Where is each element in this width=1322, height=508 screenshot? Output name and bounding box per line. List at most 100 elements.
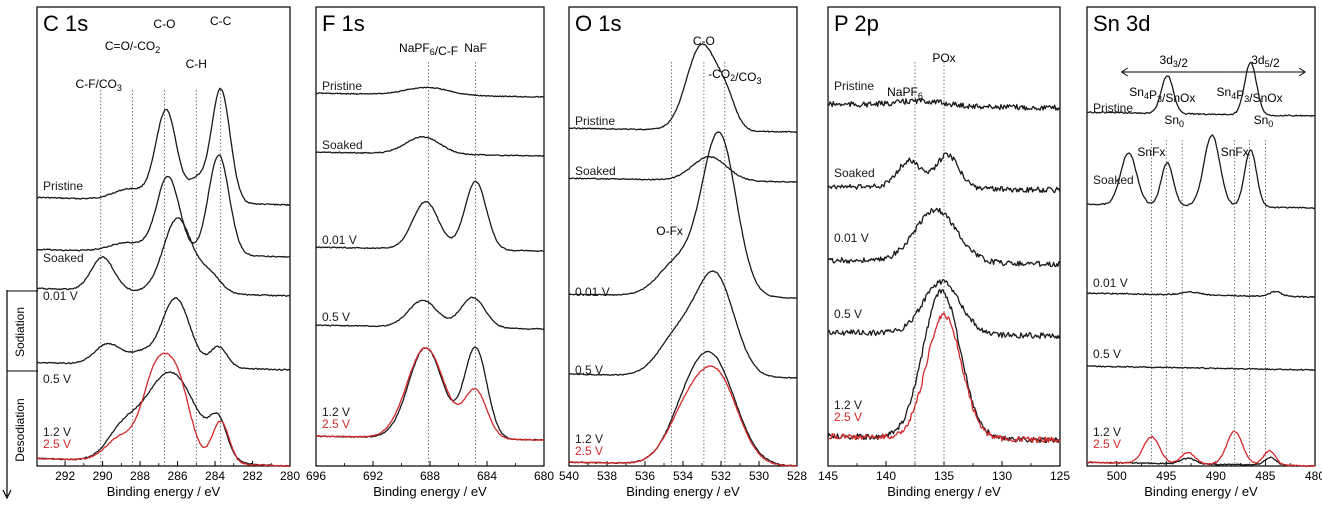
x-tick-label: 500 [1107, 469, 1127, 483]
peak-label: C-H [186, 57, 207, 71]
x-axis-label: Binding energy / eV [107, 484, 221, 499]
spectrum-line-0.5-v [827, 278, 1061, 340]
spectrum-line-1.2-v [315, 346, 544, 441]
spin-orbit-label: 3d3/2 [1160, 53, 1189, 70]
peak-label: NaF [464, 41, 487, 55]
series-label: 1.2 V [43, 425, 71, 439]
sodiation-label: Sodiation [13, 307, 27, 357]
x-tick-label: 284 [205, 469, 225, 483]
series-label: Soaked [1093, 173, 1134, 187]
x-tick-label: 532 [711, 469, 731, 483]
series-label: 2.5 V [1093, 437, 1121, 451]
peak-label: C-C [210, 14, 232, 28]
series-label: 2.5 V [43, 437, 71, 451]
x-tick-label: 490 [1206, 469, 1226, 483]
spectrum-line-0.5-v [568, 270, 798, 379]
spectrum-line-soaked [315, 135, 545, 157]
series-label: Pristine [1093, 101, 1133, 115]
x-tick-label: 684 [477, 469, 497, 483]
peak-label: O-Fx [656, 224, 683, 238]
series-label: Soaked [322, 138, 363, 152]
spectrum-line-soaked [569, 155, 798, 183]
x-tick-label: 692 [363, 469, 383, 483]
x-axis-label: Binding energy / eV [626, 484, 740, 499]
series-label: 0.5 V [1093, 347, 1121, 361]
series-label: 1.2 V [575, 432, 603, 446]
spectrum-line-2.5-v [36, 352, 291, 468]
panel-sn-3d: Sn 3d 500 495 490 485 480 Binding energy / eV S… [1086, 6, 1322, 499]
xps-panels: C 1s 292 290 288 286 284 282 280 Binding energy … [36, 6, 1322, 499]
x-tick-label: 135 [934, 469, 954, 483]
peak-label: Sn0 [1164, 113, 1184, 129]
x-tick-label: 540 [559, 469, 579, 483]
x-tick-label: 696 [306, 469, 326, 483]
x-tick-label: 528 [787, 469, 807, 483]
peak-label: C=O/-CO2 [105, 39, 160, 55]
series-label: 0.5 V [43, 372, 71, 386]
x-axis-label: Binding energy / eV [887, 484, 1001, 499]
series-label: Soaked [834, 166, 875, 180]
process-indicator: Sodiation Desodiation [2, 290, 38, 500]
x-tick-label: 538 [597, 469, 617, 483]
panel-title: O 1s [575, 11, 621, 36]
peak-label: SnFx [1221, 145, 1249, 159]
spectrum-line-0.01-v [827, 207, 1061, 268]
series-label: 0.01 V [1093, 276, 1128, 290]
x-tick-label: 480 [1305, 469, 1322, 483]
series-label: 0.5 V [322, 310, 350, 324]
x-tick-label: 140 [876, 469, 896, 483]
panel-p-2p: P 2p 145 140 135 130 125 Binding energy / eV Na… [818, 6, 1070, 499]
spectrum-line-soaked [827, 152, 1061, 194]
panel-f-1s: F 1s 696 692 688 684 680 Binding energy / eV Na… [306, 6, 554, 499]
spectrum-line-pristine [568, 43, 798, 134]
panel-o-1s: O 1s 540 538 536 534 532 530 528 Binding energy … [559, 6, 807, 499]
x-tick-label: 680 [534, 469, 554, 483]
peak-label: C-O [153, 17, 175, 31]
x-tick-label: 286 [168, 469, 188, 483]
panel-frame [568, 6, 798, 467]
peak-label: Sn0 [1254, 113, 1274, 129]
process-arrow-head [2, 489, 12, 500]
series-label: 0.01 V [322, 233, 357, 247]
x-tick-label: 530 [749, 469, 769, 483]
series-label: 1.2 V [1093, 425, 1121, 439]
panel-frame [36, 6, 291, 467]
spectrum-line-pristine [37, 87, 291, 207]
spin-orbit-arrow-head [1298, 67, 1306, 77]
peak-label: C-F/CO3 [76, 77, 122, 93]
series-label: 0.5 V [575, 363, 603, 377]
x-tick-label: 282 [243, 469, 263, 483]
series-label: Pristine [575, 114, 615, 128]
spin-orbit-label: 3d5/2 [1251, 53, 1280, 70]
series-label: 2.5 V [322, 417, 350, 431]
spin-orbit-arrow-head [1120, 67, 1128, 77]
spectrum-line-0.5-v [1086, 365, 1316, 372]
spectrum-line-pristine [1086, 61, 1316, 117]
x-tick-label: 485 [1255, 469, 1275, 483]
spectrum-line-1.2-v [568, 350, 798, 467]
series-label: 0.01 V [834, 231, 869, 245]
x-tick-label: 145 [818, 469, 838, 483]
spectrum-line-pristine [315, 86, 545, 98]
peak-label: POx [932, 51, 955, 65]
x-tick-label: 288 [130, 469, 150, 483]
spectrum-line-0.01-v [568, 131, 798, 299]
x-axis-label: Binding energy / eV [1144, 484, 1258, 499]
series-label: 0.01 V [575, 285, 610, 299]
spectrum-line-0.5-v [36, 297, 291, 371]
spectrum-line-2.5-v [568, 365, 798, 467]
x-tick-label: 280 [280, 469, 300, 483]
series-label: Pristine [834, 79, 874, 93]
spectrum-line-soaked [1086, 134, 1316, 210]
series-label: Pristine [322, 79, 362, 93]
peak-label: Sn4P3/SnOx [1217, 85, 1283, 105]
spectrum-line-soaked [36, 154, 291, 258]
spectrum-line-0.01-v [315, 180, 545, 253]
panel-title: F 1s [322, 11, 365, 36]
series-label: Pristine [43, 179, 83, 193]
spectrum-line-0.01-v [1086, 290, 1316, 299]
spectrum-line-pristine [827, 97, 1061, 111]
spectrum-line-0.5-v [315, 296, 545, 331]
x-tick-label: 536 [635, 469, 655, 483]
